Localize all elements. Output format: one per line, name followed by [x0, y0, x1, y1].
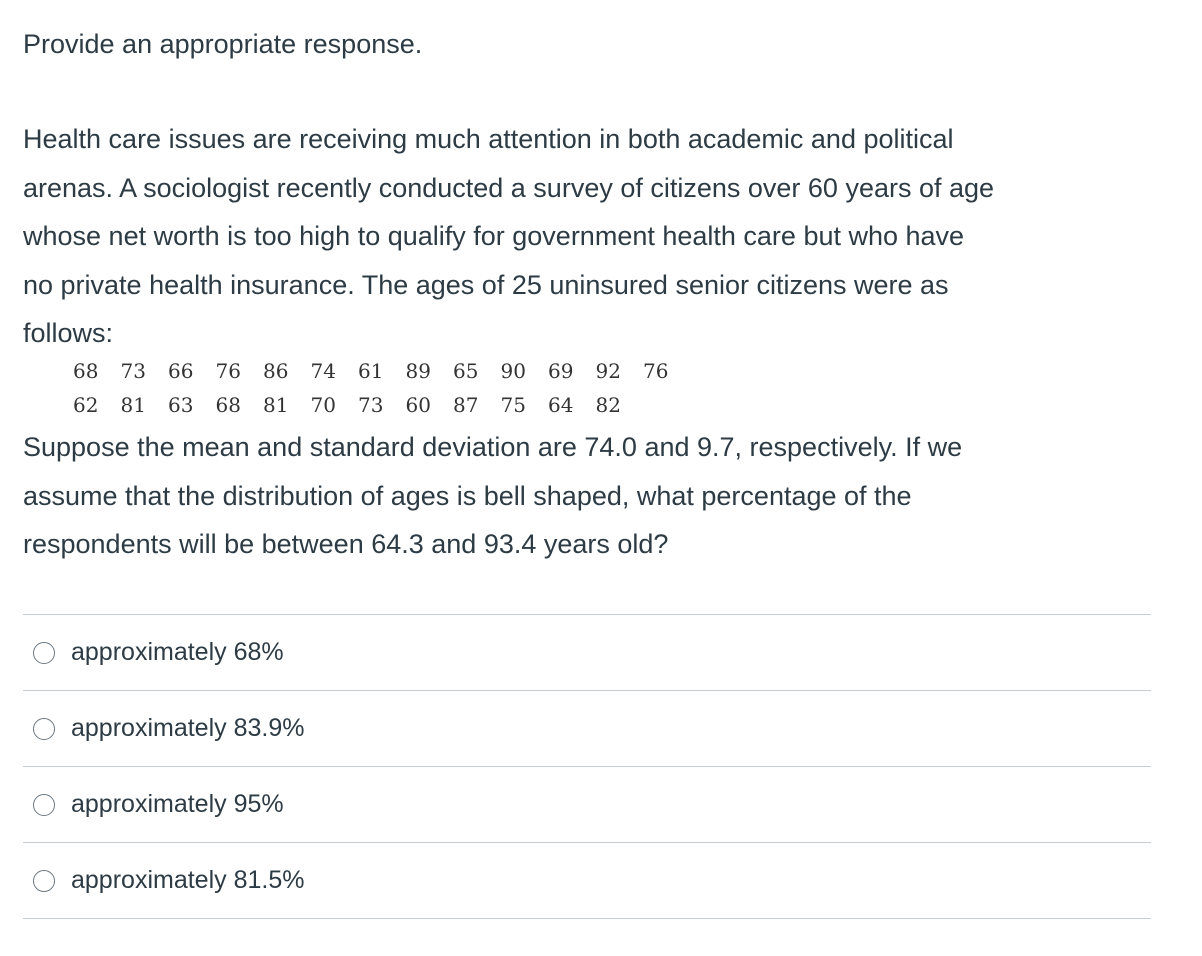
answer-option[interactable]: approximately 95% — [23, 767, 1151, 843]
data-cell: 90 — [500, 359, 526, 383]
answer-option[interactable]: approximately 83.9% — [23, 691, 1151, 767]
data-cell: 68 — [215, 393, 241, 417]
data-row-1: 68 73 66 76 86 74 61 89 65 90 69 92 76 — [73, 354, 691, 388]
data-cell: 63 — [168, 393, 194, 417]
instruction-text: Provide an appropriate response. — [23, 29, 423, 59]
data-cell: 92 — [595, 359, 621, 383]
data-cell: 86 — [263, 359, 289, 383]
data-cell: 66 — [168, 359, 194, 383]
question-text: Health care issues are receiving much at… — [23, 115, 1151, 358]
data-cell: 87 — [453, 393, 479, 417]
question-line: arenas. A sociologist recently conducted… — [23, 172, 995, 203]
radio-button[interactable] — [33, 641, 55, 664]
answer-label: approximately 95% — [71, 790, 284, 818]
question-line: no private health insurance. The ages of… — [23, 269, 949, 300]
question-line: Suppose the mean and standard deviation … — [23, 432, 963, 462]
data-cell: 76 — [643, 359, 669, 383]
question-line: follows: — [23, 318, 114, 348]
question-line: assume that the distribution of ages is … — [23, 480, 912, 511]
data-cell: 81 — [120, 393, 146, 417]
data-row-2: 62 81 63 68 81 70 73 60 87 75 64 82 — [73, 388, 691, 422]
data-cell: 70 — [310, 393, 336, 417]
data-cell: 68 — [73, 359, 99, 383]
data-cell: 76 — [215, 359, 241, 383]
data-cell: 89 — [405, 359, 431, 383]
data-cell: 81 — [263, 393, 289, 417]
data-cell: 62 — [73, 393, 99, 417]
answer-label: approximately 81.5% — [71, 866, 305, 894]
radio-button[interactable] — [33, 717, 55, 740]
answer-list: approximately 68% approximately 83.9% ap… — [23, 614, 1151, 919]
question-line: respondents will be between 64.3 and 93.… — [23, 529, 669, 559]
question-line: whose net worth is too high to qualify f… — [23, 221, 965, 251]
data-cell: 82 — [595, 393, 621, 417]
answer-option[interactable]: approximately 68% — [23, 615, 1151, 691]
data-cell: 73 — [358, 393, 384, 417]
data-cell: 69 — [548, 359, 574, 383]
data-cell: 65 — [453, 359, 479, 383]
data-cell: 75 — [500, 393, 526, 417]
answer-option[interactable]: approximately 81.5% — [23, 843, 1151, 919]
data-cell: 74 — [310, 359, 336, 383]
question-followup-text: Suppose the mean and standard deviation … — [23, 423, 1151, 569]
data-cell: 64 — [548, 393, 574, 417]
data-cell: 61 — [358, 359, 384, 383]
answer-label: approximately 68% — [71, 638, 284, 666]
data-cell: 60 — [405, 393, 431, 417]
data-cell: 73 — [120, 359, 146, 383]
radio-button[interactable] — [33, 793, 55, 816]
answer-label: approximately 83.9% — [71, 714, 305, 742]
radio-button[interactable] — [33, 869, 55, 892]
ages-data-table: 68 73 66 76 86 74 61 89 65 90 69 92 76 6… — [73, 354, 691, 422]
question-line: Health care issues are receiving much at… — [23, 124, 954, 154]
